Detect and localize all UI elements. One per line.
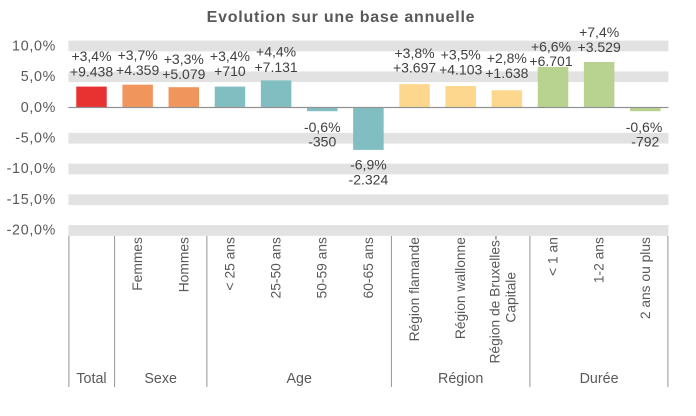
svg-text:-15,0%: -15,0% <box>7 192 57 208</box>
svg-text:60-65 ans: 60-65 ans <box>361 237 376 298</box>
svg-text:10,0%: 10,0% <box>12 38 56 54</box>
svg-text:5,0%: 5,0% <box>21 69 56 85</box>
svg-text:+3.697: +3.697 <box>393 59 436 75</box>
svg-text:Hommes: Hommes <box>176 237 191 292</box>
svg-text:+4.359: +4.359 <box>116 62 159 78</box>
svg-text:Evolution sur une base annuell: Evolution sur une base annuelle <box>207 9 476 26</box>
svg-text:+6.701: +6.701 <box>529 53 572 69</box>
svg-text:+710: +710 <box>214 63 246 79</box>
svg-text:Région de Bruxelles-: Région de Bruxelles- <box>487 235 502 363</box>
svg-text:+3,7%: +3,7% <box>118 47 158 63</box>
svg-text:2 ans ou plus: 2 ans ou plus <box>638 237 653 319</box>
svg-text:Total: Total <box>76 371 106 387</box>
svg-text:Durée: Durée <box>580 371 619 387</box>
svg-text:Age: Age <box>286 371 311 387</box>
svg-text:< 25 ans: < 25 ans <box>222 237 237 290</box>
svg-text:Capitale: Capitale <box>503 272 518 323</box>
svg-text:+3,8%: +3,8% <box>395 45 435 61</box>
svg-text:-10,0%: -10,0% <box>7 161 57 177</box>
svg-text:+3,4%: +3,4% <box>210 48 250 64</box>
svg-text:+3,3%: +3,3% <box>164 51 204 67</box>
svg-text:-2.324: -2.324 <box>349 172 389 188</box>
svg-text:-20,0%: -20,0% <box>7 223 57 239</box>
svg-text:+5.079: +5.079 <box>162 66 205 82</box>
svg-text:Région: Région <box>438 371 483 387</box>
svg-text:0,0%: 0,0% <box>21 100 56 116</box>
svg-text:+2,8%: +2,8% <box>487 50 527 66</box>
svg-text:-0,6%: -0,6% <box>626 119 663 135</box>
svg-text:< 1 an: < 1 an <box>546 237 561 276</box>
svg-text:-792: -792 <box>631 133 659 149</box>
svg-text:25-50 ans: 25-50 ans <box>269 237 284 298</box>
svg-text:+3,5%: +3,5% <box>441 47 481 63</box>
svg-text:Région flamande: Région flamande <box>407 237 422 342</box>
svg-text:+3,4%: +3,4% <box>71 48 111 64</box>
svg-text:-6,9%: -6,9% <box>350 157 387 173</box>
svg-text:+3.529: +3.529 <box>578 39 621 55</box>
svg-text:+9.438: +9.438 <box>70 63 113 79</box>
svg-text:+4,4%: +4,4% <box>256 44 296 60</box>
svg-text:+7,4%: +7,4% <box>579 24 619 40</box>
svg-text:+6,6%: +6,6% <box>531 38 571 54</box>
svg-text:-5,0%: -5,0% <box>15 131 56 147</box>
svg-text:+1.638: +1.638 <box>485 65 528 81</box>
svg-text:50-59 ans: 50-59 ans <box>315 237 330 298</box>
svg-text:-350: -350 <box>308 133 336 149</box>
svg-text:-0,6%: -0,6% <box>304 119 341 135</box>
svg-text:+4.103: +4.103 <box>439 62 482 78</box>
svg-text:1-2 ans: 1-2 ans <box>592 237 607 283</box>
svg-text:+7.131: +7.131 <box>254 59 297 75</box>
svg-text:Région wallonne: Région wallonne <box>453 237 468 339</box>
svg-text:Femmes: Femmes <box>130 237 145 291</box>
svg-text:Sexe: Sexe <box>144 371 177 387</box>
